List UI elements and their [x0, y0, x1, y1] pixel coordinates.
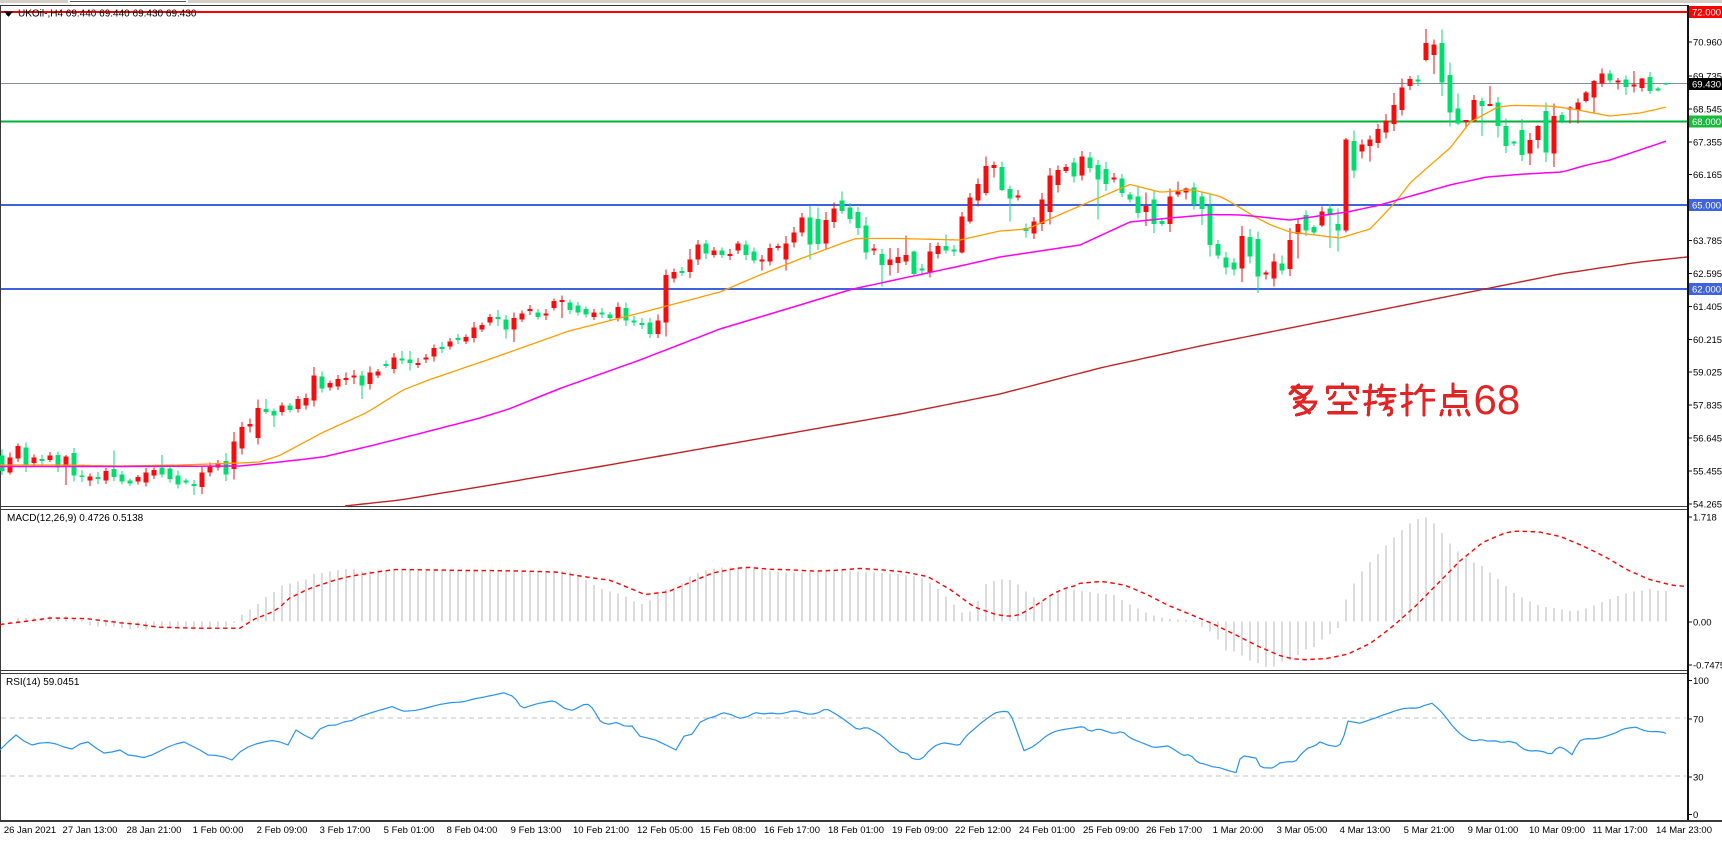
svg-text:69.430: 69.430	[1692, 80, 1721, 91]
svg-text:8 Feb 04:00: 8 Feb 04:00	[447, 825, 498, 836]
svg-text:66.165: 66.165	[1693, 170, 1722, 181]
svg-text:68: 68	[1474, 376, 1521, 423]
svg-text:57.835: 57.835	[1693, 401, 1722, 412]
svg-text:0.00: 0.00	[1693, 618, 1712, 629]
svg-text:70: 70	[1693, 714, 1704, 725]
svg-text:26 Feb 17:00: 26 Feb 17:00	[1146, 825, 1202, 836]
svg-text:9 Mar 01:00: 9 Mar 01:00	[1468, 825, 1519, 836]
svg-text:69.735: 69.735	[1693, 71, 1722, 82]
svg-text:100: 100	[1693, 676, 1709, 687]
svg-text:65.000: 65.000	[1692, 201, 1721, 212]
svg-text:3 Feb 17:00: 3 Feb 17:00	[320, 825, 371, 836]
svg-text:0: 0	[1693, 810, 1698, 821]
svg-text:10 Feb 21:00: 10 Feb 21:00	[573, 825, 629, 836]
svg-text:26 Jan 2021: 26 Jan 2021	[4, 825, 56, 836]
svg-text:-0.7475: -0.7475	[1693, 660, 1722, 671]
svg-text:68.545: 68.545	[1693, 104, 1722, 115]
svg-text:28 Jan 21:00: 28 Jan 21:00	[127, 825, 182, 836]
svg-text:16 Feb 17:00: 16 Feb 17:00	[764, 825, 820, 836]
svg-text:22 Feb 12:00: 22 Feb 12:00	[955, 825, 1011, 836]
svg-text:24 Feb 01:00: 24 Feb 01:00	[1019, 825, 1075, 836]
svg-text:61.405: 61.405	[1693, 302, 1722, 313]
svg-text:25 Feb 09:00: 25 Feb 09:00	[1083, 825, 1139, 836]
svg-text:2 Feb 09:00: 2 Feb 09:00	[257, 825, 308, 836]
svg-text:30: 30	[1693, 772, 1704, 783]
svg-text:1.718: 1.718	[1693, 513, 1717, 524]
svg-text:60.215: 60.215	[1693, 335, 1722, 346]
svg-text:67.355: 67.355	[1693, 137, 1722, 148]
svg-text:12 Feb 05:00: 12 Feb 05:00	[637, 825, 693, 836]
svg-text:54.265: 54.265	[1693, 500, 1722, 511]
svg-text:59.025: 59.025	[1693, 368, 1722, 379]
svg-text:5 Mar 21:00: 5 Mar 21:00	[1404, 825, 1455, 836]
svg-text:55.455: 55.455	[1693, 467, 1722, 478]
svg-text:27 Jan 13:00: 27 Jan 13:00	[63, 825, 118, 836]
svg-text:11 Mar 17:00: 11 Mar 17:00	[1592, 825, 1647, 836]
svg-text:63.785: 63.785	[1693, 236, 1722, 247]
svg-text:UKOil-,H4 69.440 69.440 69.43: UKOil-,H4 69.440 69.440 69.430 69.430	[18, 9, 197, 20]
svg-text:5 Feb 01:00: 5 Feb 01:00	[384, 825, 435, 836]
svg-text:9 Feb 13:00: 9 Feb 13:00	[511, 825, 562, 836]
svg-text:62.595: 62.595	[1693, 269, 1722, 280]
svg-text:72.000: 72.000	[1692, 8, 1721, 19]
svg-text:15 Feb 08:00: 15 Feb 08:00	[700, 825, 756, 836]
svg-text:MACD(12,26,9) 0.4726 0.5138: MACD(12,26,9) 0.4726 0.5138	[7, 513, 144, 524]
svg-text:1 Feb 00:00: 1 Feb 00:00	[193, 825, 244, 836]
svg-text:68.000: 68.000	[1692, 117, 1721, 128]
svg-text:RSI(14) 59.0451: RSI(14) 59.0451	[6, 677, 80, 688]
svg-text:19 Feb 09:00: 19 Feb 09:00	[892, 825, 948, 836]
svg-text:70.960: 70.960	[1693, 38, 1722, 49]
svg-text:4 Mar 13:00: 4 Mar 13:00	[1340, 825, 1391, 836]
svg-text:18 Feb 01:00: 18 Feb 01:00	[828, 825, 884, 836]
svg-text:62.000: 62.000	[1692, 285, 1721, 296]
svg-text:10 Mar 09:00: 10 Mar 09:00	[1529, 825, 1585, 836]
svg-text:1 Mar 20:00: 1 Mar 20:00	[1213, 825, 1264, 836]
svg-text:14 Mar 23:00: 14 Mar 23:00	[1656, 825, 1712, 836]
svg-text:3 Mar 05:00: 3 Mar 05:00	[1277, 825, 1328, 836]
svg-text:56.645: 56.645	[1693, 434, 1722, 445]
